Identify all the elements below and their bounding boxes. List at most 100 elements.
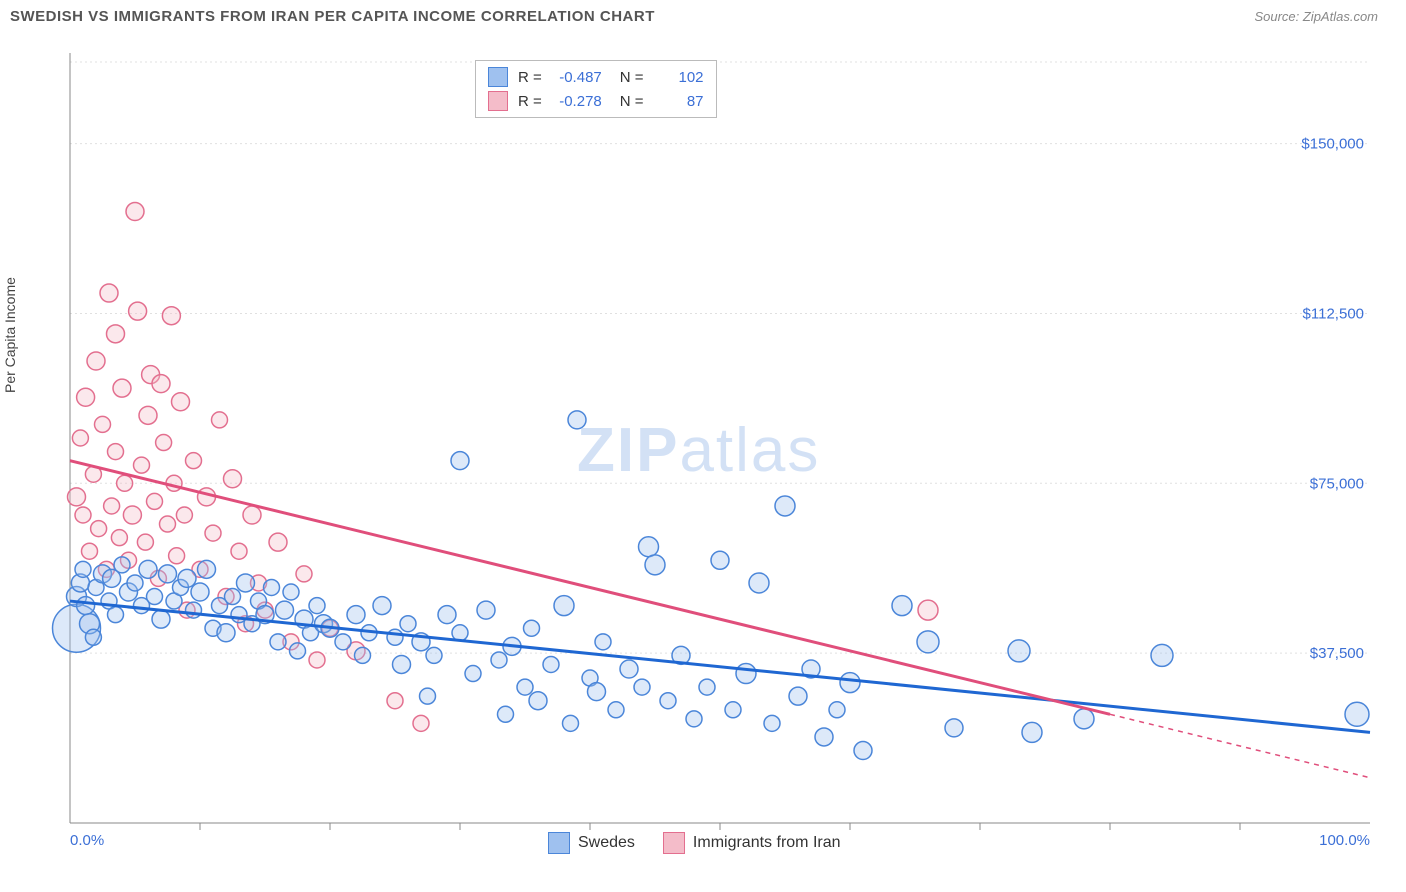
data-point <box>231 543 247 559</box>
data-point <box>77 388 95 406</box>
data-point <box>438 606 456 624</box>
trend-line <box>70 601 1370 732</box>
data-point <box>152 375 170 393</box>
series-legend: SwedesImmigrants from Iran <box>548 832 841 854</box>
data-point <box>176 507 192 523</box>
legend-swatch <box>488 67 508 87</box>
data-point <box>465 666 481 682</box>
data-point <box>107 325 125 343</box>
data-point <box>588 683 606 701</box>
data-point <box>270 634 286 650</box>
data-point <box>775 496 795 516</box>
data-point <box>162 307 180 325</box>
data-point <box>139 560 157 578</box>
data-point <box>335 634 351 650</box>
data-point <box>736 664 756 684</box>
data-point <box>892 596 912 616</box>
svg-text:$75,000: $75,000 <box>1310 475 1364 492</box>
data-point <box>917 631 939 653</box>
data-point <box>524 620 540 636</box>
data-point <box>264 579 280 595</box>
data-point <box>413 715 429 731</box>
data-point <box>82 543 98 559</box>
data-point <box>451 452 469 470</box>
data-point <box>452 625 468 641</box>
data-point <box>276 601 294 619</box>
data-point <box>123 506 141 524</box>
data-point <box>91 521 107 537</box>
data-point <box>139 406 157 424</box>
data-point <box>918 600 938 620</box>
data-point <box>68 488 86 506</box>
svg-text:$37,500: $37,500 <box>1310 645 1364 662</box>
data-point <box>160 516 176 532</box>
correlation-stats-box: R =-0.487 N =102 R =-0.278 N =87 <box>475 60 717 118</box>
data-point <box>172 393 190 411</box>
chart-container: Per Capita Income $37,500$75,000$112,500… <box>20 33 1390 853</box>
data-point <box>725 702 741 718</box>
data-point <box>373 597 391 615</box>
data-point <box>127 575 143 591</box>
data-point <box>789 687 807 705</box>
data-point <box>87 352 105 370</box>
data-point <box>660 693 676 709</box>
data-point <box>568 411 586 429</box>
data-point <box>85 629 101 645</box>
data-point <box>815 728 833 746</box>
data-point <box>498 706 514 722</box>
svg-text:0.0%: 0.0% <box>70 832 104 849</box>
data-point <box>829 702 845 718</box>
data-point <box>108 444 124 460</box>
data-point <box>840 673 860 693</box>
data-point <box>393 655 411 673</box>
data-point <box>296 566 312 582</box>
data-point <box>711 551 729 569</box>
data-point <box>764 715 780 731</box>
data-point <box>686 711 702 727</box>
svg-text:$150,000: $150,000 <box>1301 136 1364 153</box>
data-point <box>224 470 242 488</box>
data-point <box>77 597 95 615</box>
data-point <box>400 616 416 632</box>
data-point <box>75 507 91 523</box>
stat-row: R =-0.487 N =102 <box>488 65 704 89</box>
data-point <box>854 742 872 760</box>
data-point <box>1022 722 1042 742</box>
data-point <box>387 629 403 645</box>
data-point <box>186 453 202 469</box>
legend-item: Swedes <box>548 832 635 854</box>
data-point <box>1151 644 1173 666</box>
data-point <box>113 379 131 397</box>
data-point <box>517 679 533 695</box>
data-point <box>137 534 153 550</box>
data-point <box>347 606 365 624</box>
data-point <box>283 584 299 600</box>
data-point <box>129 302 147 320</box>
data-point <box>104 498 120 514</box>
data-point <box>1008 640 1030 662</box>
data-point <box>95 416 111 432</box>
data-point <box>147 493 163 509</box>
stat-row: R =-0.278 N =87 <box>488 89 704 113</box>
data-point <box>100 284 118 302</box>
data-point <box>108 607 124 623</box>
data-point <box>543 656 559 672</box>
data-point <box>205 525 221 541</box>
data-point <box>243 506 261 524</box>
data-point <box>595 634 611 650</box>
data-point <box>620 660 638 678</box>
data-point <box>217 624 235 642</box>
data-point <box>639 537 659 557</box>
data-point <box>152 610 170 628</box>
data-point <box>387 693 403 709</box>
data-point <box>563 715 579 731</box>
data-point <box>1074 709 1094 729</box>
data-point <box>186 602 202 618</box>
scatter-plot: $37,500$75,000$112,500$150,0000.0%100.0% <box>20 33 1390 863</box>
data-point <box>198 560 216 578</box>
data-point <box>699 679 715 695</box>
data-point <box>75 561 91 577</box>
data-point <box>634 679 650 695</box>
data-point <box>191 583 209 601</box>
legend-swatch <box>488 91 508 111</box>
